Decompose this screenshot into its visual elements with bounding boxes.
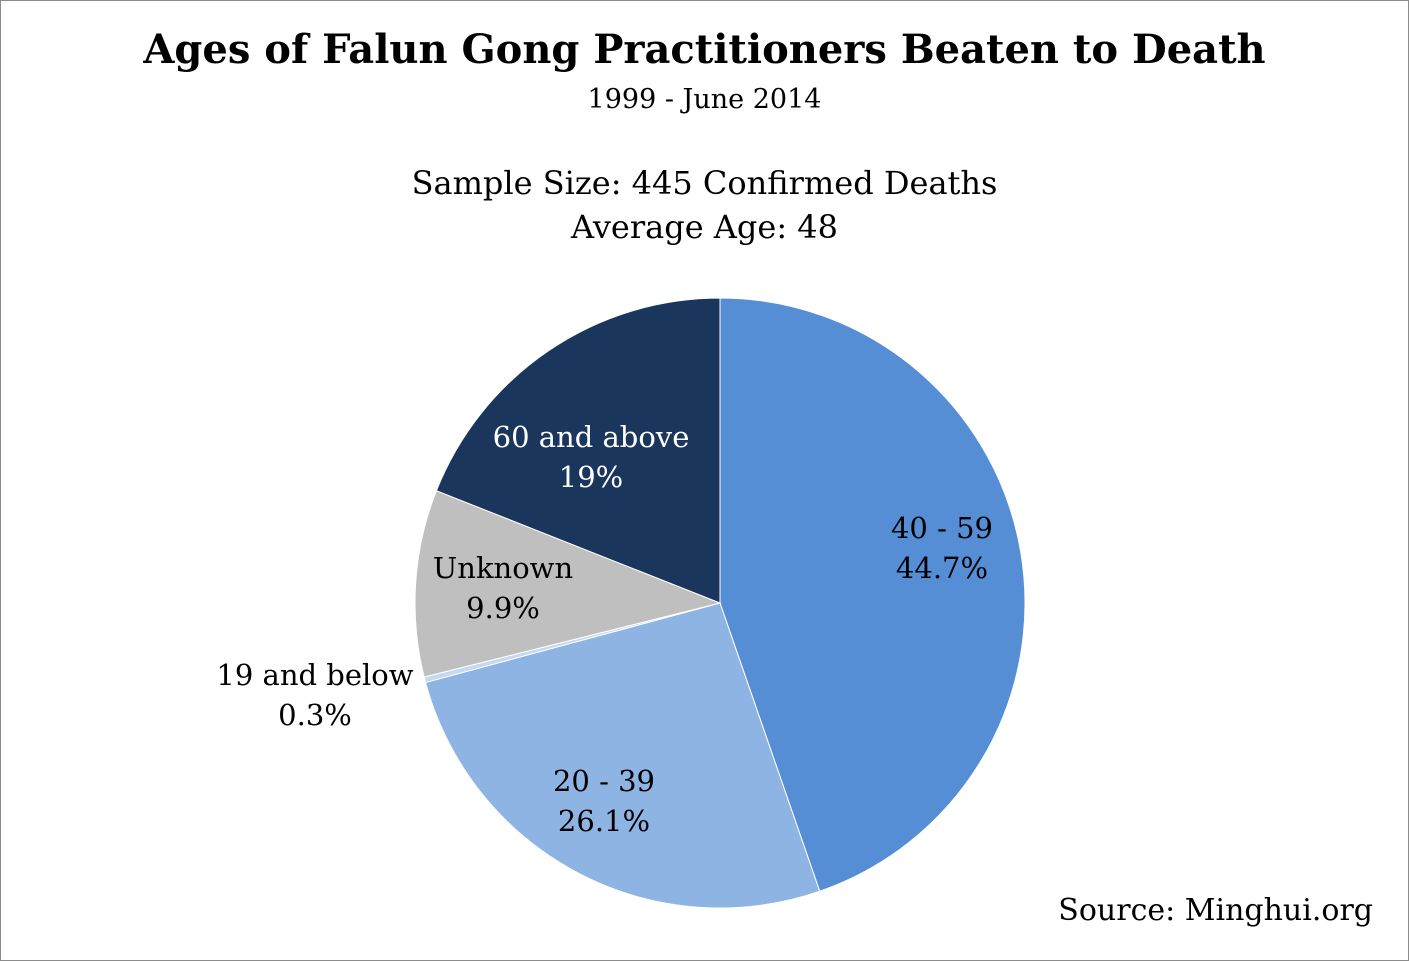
chart-title: Ages of Falun Gong Practitioners Beaten …: [143, 26, 1266, 73]
pie-slice-20-39: [424, 602, 821, 909]
slice-value-label-unknown: 9.9%: [466, 591, 540, 625]
pie-slice-40-59: [719, 297, 1026, 892]
slice-value-label-40-59: 44.7%: [896, 551, 988, 585]
average-age-annotation: Average Age: 48: [571, 208, 838, 246]
sample-size-annotation: Sample Size: 445 Confirmed Deaths: [411, 164, 998, 202]
slice-value-label-20-39: 26.1%: [558, 804, 650, 838]
slice-value-label-19-and-below: 0.3%: [278, 698, 352, 732]
slice-category-label-19-and-below: 19 and below: [216, 658, 413, 692]
slice-category-label-40-59: 40 - 59: [891, 511, 993, 545]
pie-slice-unknown: [414, 490, 722, 678]
chart-subtitle: 1999 - June 2014: [587, 84, 822, 115]
slice-value-label-60-and-above: 19%: [559, 460, 623, 494]
slice-category-label-unknown: Unknown: [433, 551, 573, 585]
source-note: Source: Minghui.org: [1058, 893, 1373, 928]
slice-category-label-20-39: 20 - 39: [553, 764, 655, 798]
pie-slice-60-and-above: [435, 297, 721, 604]
slice-category-label-60-and-above: 60 and above: [493, 420, 690, 454]
